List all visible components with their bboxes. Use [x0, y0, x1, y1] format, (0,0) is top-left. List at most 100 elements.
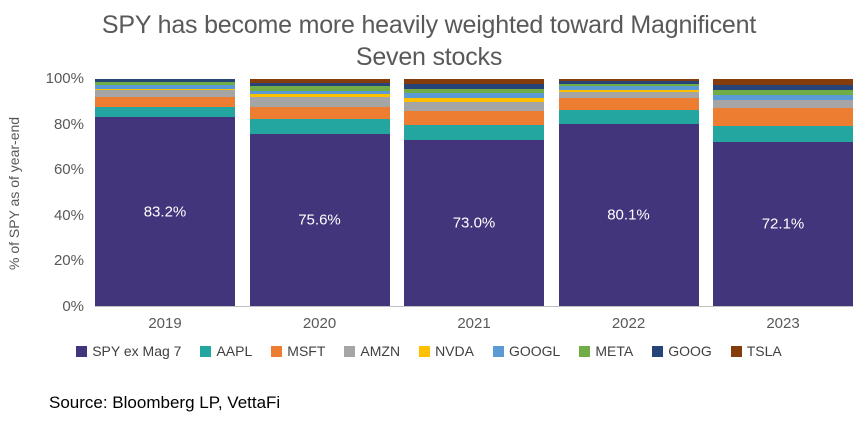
legend-item-goog: GOOG [652, 343, 712, 359]
y-tick-label-100: 100% [45, 70, 84, 87]
segment-msft-2022 [558, 97, 699, 111]
segment-aapl-2022 [558, 110, 699, 125]
legend-swatch-icon-goog [652, 345, 664, 357]
y-tick-label-0: 0% [62, 298, 84, 315]
bar-value-label-2020: 75.6% [298, 211, 341, 229]
legend-label-googl: GOOGL [508, 343, 561, 359]
segment-nvda-2021 [404, 98, 544, 103]
segment-tsla-2022 [558, 79, 699, 82]
legend-item-googl: GOOGL [492, 343, 561, 359]
legend-label-tsla: TSLA [746, 343, 782, 359]
y-tick-label-20: 20% [53, 252, 84, 270]
segment-spy-ex-mag-7-2022: 80.1% [558, 124, 699, 306]
legend-item-amzn: AMZN [344, 343, 400, 359]
legend-swatch-icon-googl [492, 345, 504, 357]
segment-nvda-2019 [95, 88, 235, 91]
segment-amzn-2021 [404, 102, 544, 111]
bar-value-label-2022: 80.1% [607, 206, 650, 224]
segment-aapl-2020 [249, 119, 390, 135]
segment-spy-ex-mag-7-2019: 83.2% [95, 117, 235, 306]
bar-2022: 80.1% [558, 79, 699, 306]
legend-swatch-icon-aapl [200, 345, 212, 357]
segment-goog-2020 [249, 82, 390, 87]
legend-swatch-icon-amzn [344, 345, 356, 357]
segment-goog-2019 [95, 79, 235, 82]
legend: SPY ex Mag 7 AAPL MSFT AMZN NVDA GOOGL META GOO… [0, 343, 858, 359]
segment-aapl-2019 [95, 106, 235, 118]
bar-value-label-2021: 73.0% [452, 214, 496, 232]
y-tick-label-80: 80% [53, 115, 84, 133]
bar-value-label-2019: 83.2% [143, 203, 187, 221]
plot-area: 83.2% 75.6% 73.0% 80.1% 72.1% [95, 79, 853, 307]
legend-label-amzn: AMZN [360, 343, 401, 359]
segment-googl-2021 [404, 93, 544, 99]
segment-spy-ex-mag-7-2020: 75.6% [249, 134, 390, 306]
x-tick-label-2021: 2021 [457, 315, 491, 332]
legend-item-nvda: NVDA [419, 343, 474, 359]
segment-aapl-2021 [404, 124, 544, 141]
segment-amzn-2020 [249, 97, 390, 108]
bar-value-label-2023: 72.1% [761, 215, 805, 233]
legend-label-meta: META [595, 343, 634, 359]
segment-tsla-2023 [713, 79, 853, 85]
legend-swatch-icon-meta [579, 345, 591, 357]
bar-2019: 83.2% [95, 79, 235, 306]
segment-meta-2023 [713, 89, 853, 95]
x-tick-label-2023: 2023 [766, 315, 800, 332]
segment-msft-2021 [404, 110, 544, 125]
chart-title-line-2: Seven stocks [355, 42, 503, 71]
y-tick-label-60: 60% [53, 161, 84, 179]
segment-aapl-2023 [713, 125, 853, 143]
legend-item-aapl: AAPL [200, 343, 252, 359]
bar-2023: 72.1% [713, 79, 853, 306]
segment-msft-2020 [249, 107, 390, 120]
segment-msft-2019 [95, 96, 235, 107]
x-tick-label-2020: 2020 [302, 315, 337, 332]
legend-item-meta: META [579, 343, 633, 359]
segment-amzn-2019 [95, 90, 235, 97]
x-axis-labels: 2019 2020 2021 2022 2023 [95, 315, 853, 332]
legend-label-nvda: NVDA [435, 343, 474, 359]
legend-label-goog: GOOG [668, 343, 712, 359]
segment-amzn-2023 [713, 99, 853, 108]
y-axis-ticks: 0% 20% 40% 60% 80% 100% [0, 70, 88, 315]
segment-googl-2023 [713, 94, 853, 100]
segment-nvda-2022 [558, 89, 699, 93]
legend-item-msft: MSFT [271, 343, 325, 359]
segment-tsla-2021 [404, 79, 544, 85]
legend-item-tsla: TSLA [730, 343, 782, 359]
x-tick-label-2022: 2022 [611, 315, 646, 332]
chart-title-line-1: SPY has become more heavily weighted tow… [101, 11, 757, 39]
legend-item-spy-ex-mag-7: SPY ex Mag 7 [76, 343, 181, 359]
legend-label-aapl: AAPL [216, 343, 253, 359]
segment-meta-2019 [95, 81, 235, 86]
segment-tsla-2020 [249, 79, 390, 83]
chart-title: SPY has become more heavily weighted tow… [0, 10, 858, 73]
segment-nvda-2020 [249, 94, 390, 98]
segment-meta-2022 [558, 84, 699, 87]
y-tick-label-40: 40% [53, 206, 84, 224]
segment-msft-2023 [713, 107, 853, 126]
segment-googl-2022 [558, 86, 699, 90]
segment-amzn-2022 [558, 92, 699, 98]
source-note: Source: Bloomberg LP, VettaFi [49, 393, 281, 412]
segment-goog-2022 [558, 81, 699, 85]
segment-meta-2020 [249, 86, 390, 91]
legend-swatch-icon-msft [271, 345, 283, 357]
legend-swatch-icon-tsla [730, 345, 742, 357]
x-tick-label-2019: 2019 [148, 315, 182, 332]
legend-label-msft: MSFT [287, 343, 326, 359]
segment-googl-2020 [249, 90, 390, 95]
legend-label-spy-ex-mag-7: SPY ex Mag 7 [92, 343, 182, 359]
bar-2020: 75.6% [249, 79, 390, 306]
segment-goog-2023 [713, 84, 853, 90]
segment-spy-ex-mag-7-2021: 73.0% [404, 140, 544, 306]
bar-2021: 73.0% [404, 79, 544, 306]
segment-meta-2021 [404, 88, 544, 94]
segment-goog-2021 [404, 84, 544, 89]
legend-swatch-icon-nvda [419, 345, 431, 357]
segment-googl-2019 [95, 85, 235, 89]
segment-spy-ex-mag-7-2023: 72.1% [713, 142, 853, 306]
legend-swatch-icon-spy-ex-mag-7 [76, 345, 88, 357]
